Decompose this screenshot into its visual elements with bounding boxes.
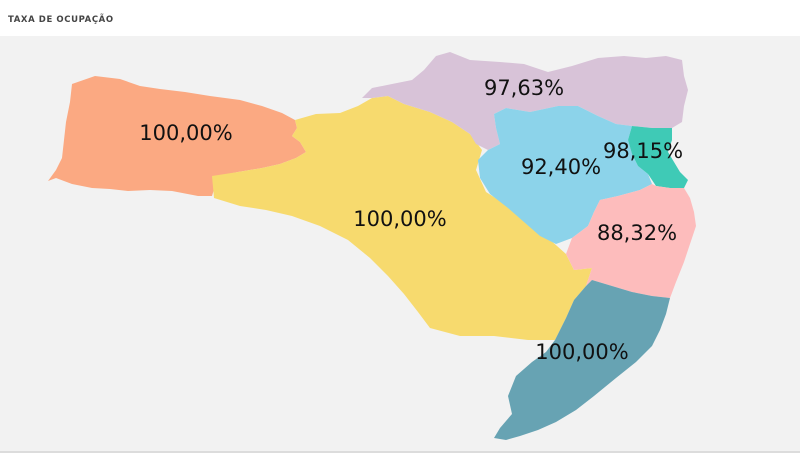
region-grande-fpolis[interactable]: [628, 126, 688, 188]
label-meio-oeste: 100,00%: [353, 207, 446, 231]
label-oeste: 100,00%: [139, 121, 232, 145]
region-sul[interactable]: [494, 280, 670, 440]
label-grande-fpolis: 98,15%: [603, 139, 683, 163]
label-sul: 100,00%: [535, 340, 628, 364]
divider: [0, 451, 800, 453]
page-title: TAXA DE OCUPAÇÃO: [8, 15, 114, 25]
header: TAXA DE OCUPAÇÃO: [0, 0, 800, 36]
region-oeste[interactable]: [48, 76, 306, 196]
region-norte[interactable]: [362, 52, 688, 150]
region-sul-serra[interactable]: [566, 184, 696, 298]
region-vale[interactable]: [478, 106, 652, 244]
label-vale: 92,40%: [521, 155, 601, 179]
label-norte: 97,63%: [484, 76, 564, 100]
region-meio-oeste[interactable]: [212, 96, 592, 340]
label-sul-serra: 88,32%: [597, 221, 677, 245]
